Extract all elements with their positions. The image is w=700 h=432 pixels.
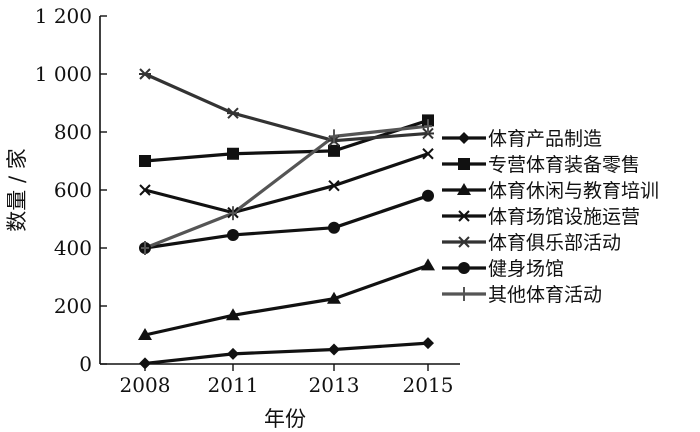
plot-area: 0 200 400 600 800 1 000 1 200 2008 2011 2013 2015 <box>35 4 460 397</box>
legend-marker <box>458 262 470 274</box>
data-point-1-0 <box>139 155 151 167</box>
y-tick-label: 1 200 <box>35 4 92 28</box>
legend-marker <box>458 210 470 222</box>
series-markers <box>138 68 435 370</box>
legend-item: 健身场馆 <box>442 258 564 280</box>
x-tick-label: 2013 <box>309 373 360 397</box>
data-point-0-0 <box>139 357 151 370</box>
data-point-5-1 <box>227 228 239 241</box>
data-point-3-2 <box>328 179 340 192</box>
data-point-4-0 <box>139 68 151 80</box>
y-axis-label: 数量 / 家 <box>5 148 29 231</box>
y-tick-label: 0 <box>79 352 92 376</box>
y-tick-label: 1 000 <box>35 62 92 86</box>
legend-label: 体育俱乐部活动 <box>488 232 621 254</box>
data-point-3-0 <box>139 184 151 196</box>
data-point-6-1 <box>229 206 237 221</box>
data-point-6-2 <box>330 129 338 144</box>
legend-item: 体育产品制造 <box>442 128 602 150</box>
y-tick-label: 400 <box>54 236 92 260</box>
legend-marker <box>458 236 470 248</box>
series-line-5 <box>144 194 429 250</box>
data-point-0-2 <box>328 343 340 356</box>
series-line-4 <box>144 72 429 143</box>
series-line-2 <box>144 263 429 337</box>
legend-marker <box>460 287 468 301</box>
data-point-2-3 <box>421 258 435 271</box>
y-ticks: 0 200 400 600 800 1 000 1 200 <box>35 4 107 376</box>
data-point-1-2 <box>328 144 340 157</box>
data-point-0-3 <box>422 337 434 350</box>
legend-label: 体育休闲与教育培训 <box>488 180 659 202</box>
x-tick-label: 2015 <box>403 373 454 397</box>
legend-label: 健身场馆 <box>488 258 564 280</box>
data-point-3-3 <box>422 148 434 160</box>
legend-marker <box>458 158 470 170</box>
series-line-6 <box>144 124 429 250</box>
legend-item: 专营体育装备零售 <box>442 154 640 176</box>
legend-marker <box>458 132 470 144</box>
data-point-6-3 <box>424 119 432 134</box>
legend-label: 体育产品制造 <box>488 128 602 150</box>
x-ticks: 2008 2011 2013 2015 <box>120 364 454 397</box>
legend-item: 体育俱乐部活动 <box>442 232 621 254</box>
y-tick-label: 600 <box>54 178 92 202</box>
data-point-5-3 <box>422 189 434 202</box>
series-line-3 <box>144 152 429 215</box>
y-tick-label: 800 <box>54 120 92 144</box>
y-tick-label: 200 <box>54 294 92 318</box>
legend-item: 体育场馆设施运营 <box>442 206 640 228</box>
data-point-4-1 <box>227 107 239 119</box>
series-lines <box>144 72 429 366</box>
data-point-0-1 <box>227 347 239 360</box>
data-point-2-0 <box>138 328 152 340</box>
legend: 体育产品制造专营体育装备零售体育休闲与教育培训体育场馆设施运营体育俱乐部活动健身… <box>442 128 659 306</box>
data-point-6-0 <box>141 241 149 255</box>
data-point-2-1 <box>226 308 240 321</box>
legend-marker <box>457 183 471 195</box>
legend-label: 体育场馆设施运营 <box>488 206 640 228</box>
data-point-4-3 <box>422 127 434 140</box>
legend-label: 其他体育活动 <box>488 284 602 306</box>
x-tick-label: 2008 <box>120 373 171 397</box>
legend-label: 专营体育装备零售 <box>488 154 640 176</box>
data-point-1-1 <box>227 147 239 160</box>
data-point-2-2 <box>327 291 341 304</box>
data-point-5-2 <box>328 221 340 234</box>
series-line-0 <box>144 341 429 366</box>
legend-item: 其他体育活动 <box>442 284 602 306</box>
x-tick-label: 2011 <box>208 373 259 397</box>
legend-item: 体育休闲与教育培训 <box>442 180 659 202</box>
x-axis-label: 年份 <box>264 407 306 431</box>
